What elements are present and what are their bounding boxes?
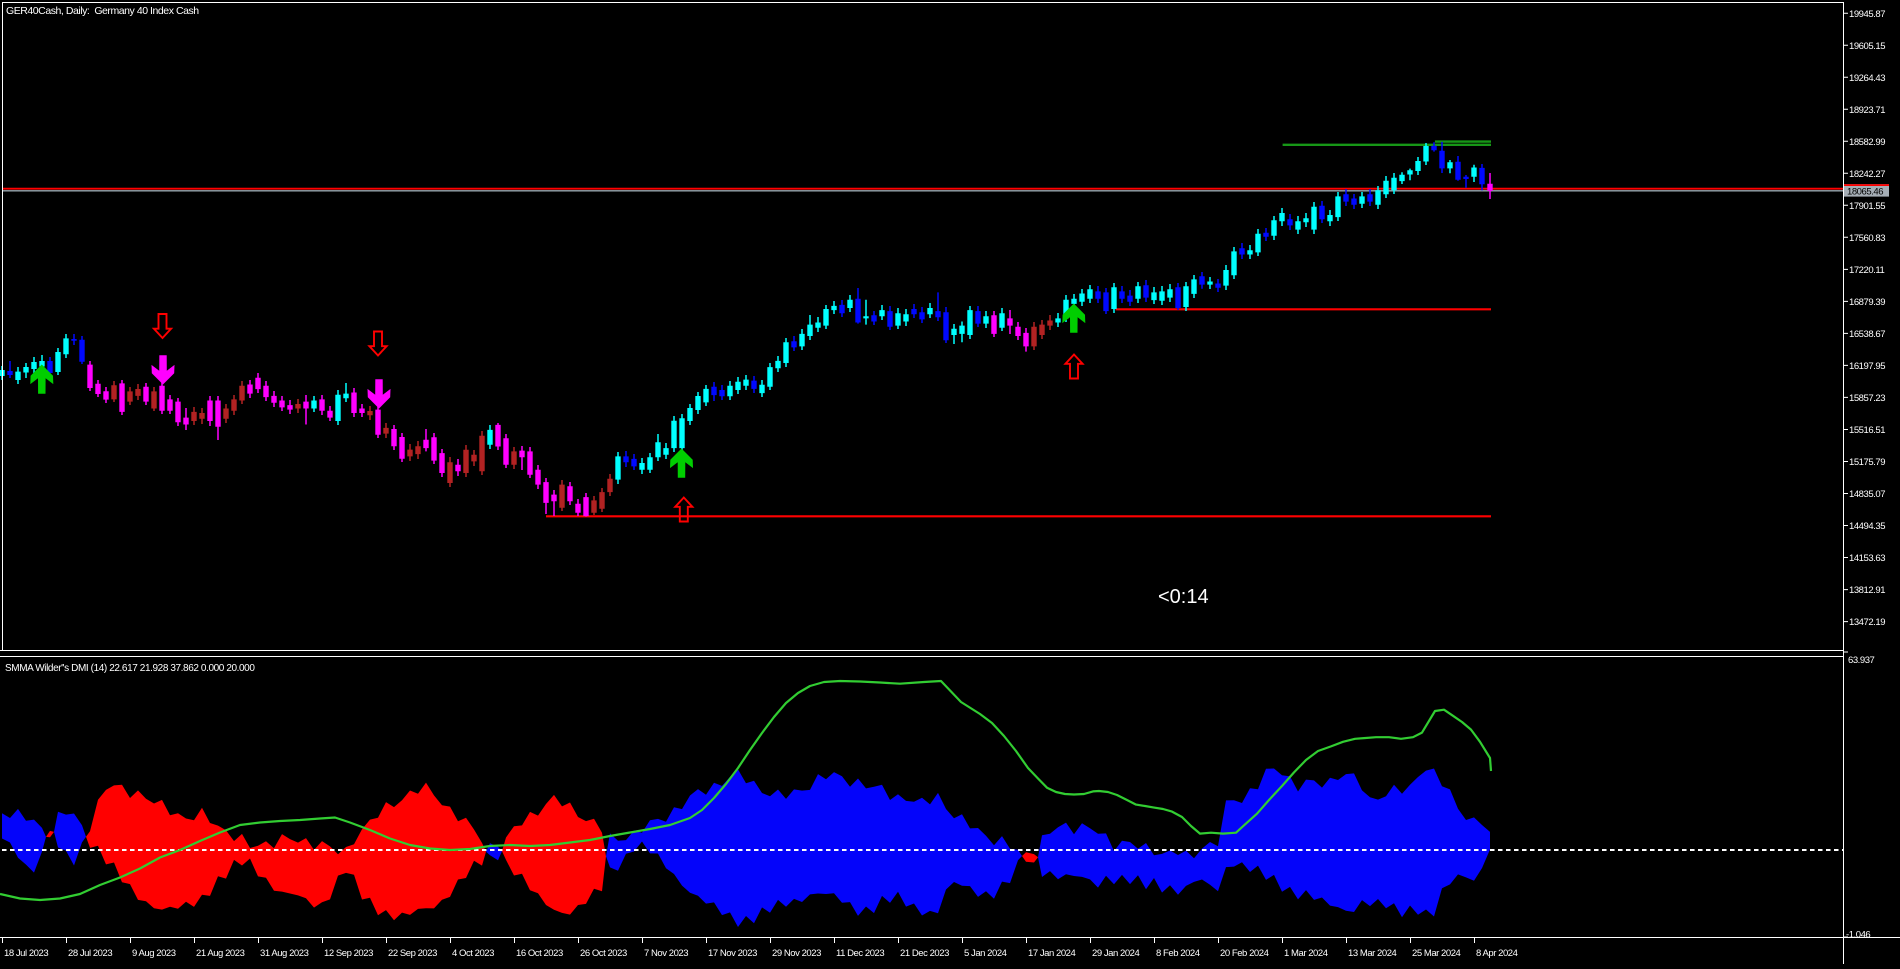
svg-text:15175.79: 15175.79 (1849, 457, 1885, 468)
svg-text:16197.95: 16197.95 (1849, 361, 1885, 372)
svg-text:18242.27: 18242.27 (1849, 169, 1885, 180)
svg-text:5 Jan 2024: 5 Jan 2024 (964, 948, 1007, 959)
svg-text:13812.91: 13812.91 (1849, 585, 1885, 596)
svg-text:63.937: 63.937 (1848, 655, 1875, 666)
svg-text:16 Oct 2023: 16 Oct 2023 (516, 948, 563, 959)
svg-text:19264.43: 19264.43 (1849, 73, 1885, 84)
svg-text:29 Nov 2023: 29 Nov 2023 (772, 948, 821, 959)
svg-text:16538.67: 16538.67 (1849, 329, 1885, 340)
svg-text:15516.51: 15516.51 (1849, 425, 1885, 436)
svg-text:21 Aug 2023: 21 Aug 2023 (196, 948, 245, 959)
svg-text:17 Nov 2023: 17 Nov 2023 (708, 948, 757, 959)
svg-text:16879.39: 16879.39 (1849, 297, 1885, 308)
svg-text:29 Jan 2024: 29 Jan 2024 (1092, 948, 1140, 959)
svg-text:GER40Cash, Daily: Germany 40: GER40Cash, Daily: Germany 40 Index Cash (6, 5, 199, 17)
svg-text:8 Apr 2024: 8 Apr 2024 (1476, 948, 1518, 959)
svg-text:11 Dec 2023: 11 Dec 2023 (836, 948, 884, 959)
svg-text:25 Mar 2024: 25 Mar 2024 (1412, 948, 1461, 959)
svg-text:14835.07: 14835.07 (1849, 489, 1885, 500)
svg-text:19605.15: 19605.15 (1849, 41, 1885, 52)
svg-text:4 Oct 2023: 4 Oct 2023 (452, 948, 494, 959)
svg-text:SMMA Wilder''s DMI (14) 22.617: SMMA Wilder''s DMI (14) 22.617 21.928 37… (5, 663, 255, 674)
svg-text:21 Dec 2023: 21 Dec 2023 (900, 948, 949, 959)
svg-text:18065.46: 18065.46 (1847, 187, 1883, 198)
svg-text:18923.71: 18923.71 (1849, 105, 1885, 116)
svg-text:9 Aug 2023: 9 Aug 2023 (132, 948, 176, 959)
svg-text:17560.83: 17560.83 (1849, 233, 1885, 244)
svg-text:<0:14: <0:14 (1158, 586, 1209, 608)
svg-text:26 Oct 2023: 26 Oct 2023 (580, 948, 627, 959)
svg-text:13 Mar 2024: 13 Mar 2024 (1348, 948, 1397, 959)
svg-text:31 Aug 2023: 31 Aug 2023 (260, 948, 309, 959)
svg-text:12 Sep 2023: 12 Sep 2023 (324, 948, 373, 959)
svg-text:17901.55: 17901.55 (1849, 201, 1885, 212)
svg-text:18582.99: 18582.99 (1849, 137, 1885, 148)
svg-text:14153.63: 14153.63 (1849, 553, 1885, 564)
svg-text:1 Mar 2024: 1 Mar 2024 (1284, 948, 1328, 959)
svg-text:14494.35: 14494.35 (1849, 521, 1885, 532)
svg-text:22 Sep 2023: 22 Sep 2023 (388, 948, 437, 959)
svg-text:7 Nov 2023: 7 Nov 2023 (644, 948, 688, 959)
svg-text:-1.046: -1.046 (1846, 930, 1870, 941)
svg-text:28 Jul 2023: 28 Jul 2023 (68, 948, 112, 959)
svg-text:20 Feb 2024: 20 Feb 2024 (1220, 948, 1269, 959)
svg-text:18 Jul 2023: 18 Jul 2023 (4, 948, 48, 959)
svg-text:13472.19: 13472.19 (1849, 617, 1885, 628)
svg-text:8 Feb 2024: 8 Feb 2024 (1156, 948, 1200, 959)
svg-text:15857.23: 15857.23 (1849, 393, 1885, 404)
svg-text:17220.11: 17220.11 (1849, 265, 1884, 276)
svg-text:19945.87: 19945.87 (1849, 9, 1885, 20)
svg-text:17 Jan 2024: 17 Jan 2024 (1028, 948, 1076, 959)
